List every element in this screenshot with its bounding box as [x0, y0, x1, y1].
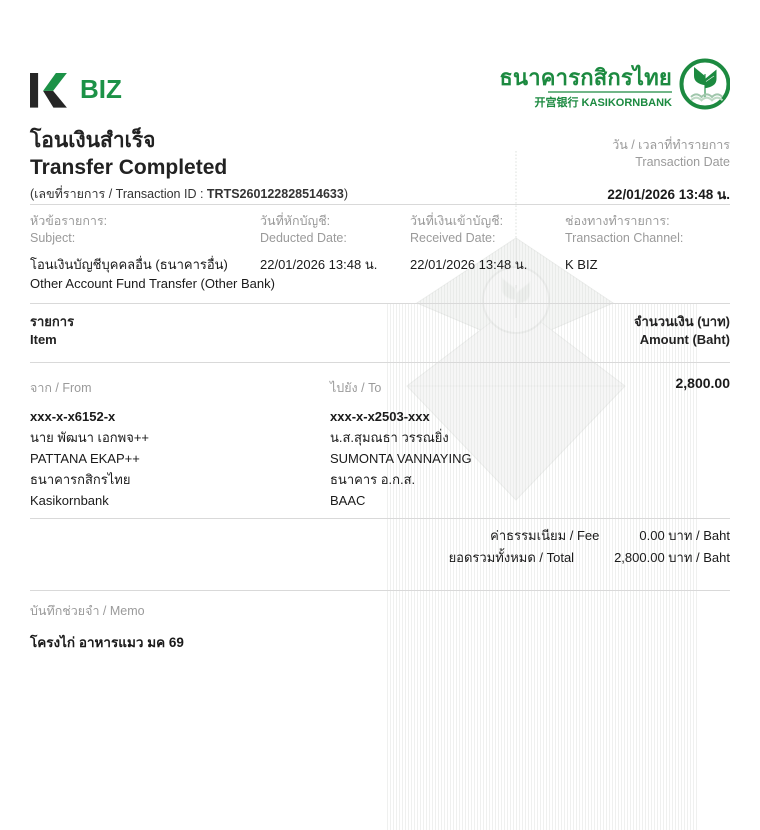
svg-text:开宫银行 KASIKORNBANK: 开宫银行 KASIKORNBANK — [535, 95, 673, 109]
svg-text:ธนาคารกสิกรไทย: ธนาคารกสิกรไทย — [500, 64, 672, 90]
